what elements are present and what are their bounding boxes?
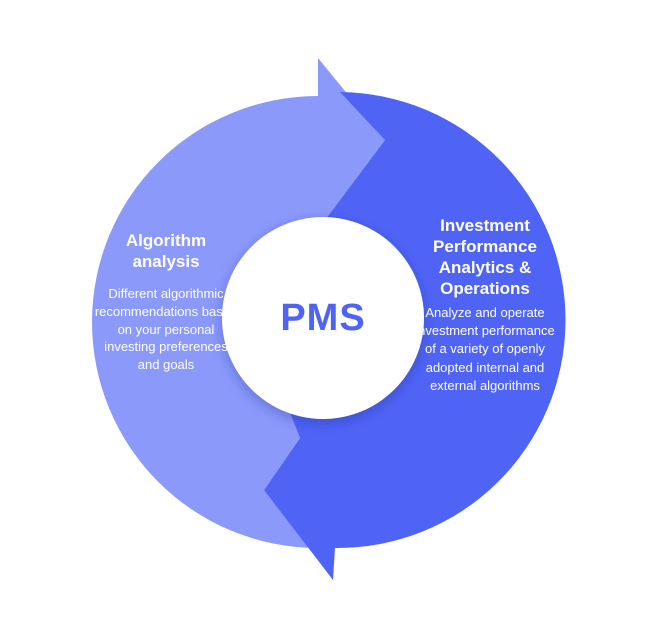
right-panel-title: Investment Performance Analytics & Opera… [433, 216, 537, 298]
center-label: PMS [280, 296, 366, 339]
center-circle [222, 217, 424, 419]
left-panel-title: Algorithm analysis [125, 231, 207, 271]
left-panel-description: Different algorithmic recommendations ba… [94, 286, 238, 373]
right-panel-description: Analyze and operate investment performan… [415, 305, 555, 393]
